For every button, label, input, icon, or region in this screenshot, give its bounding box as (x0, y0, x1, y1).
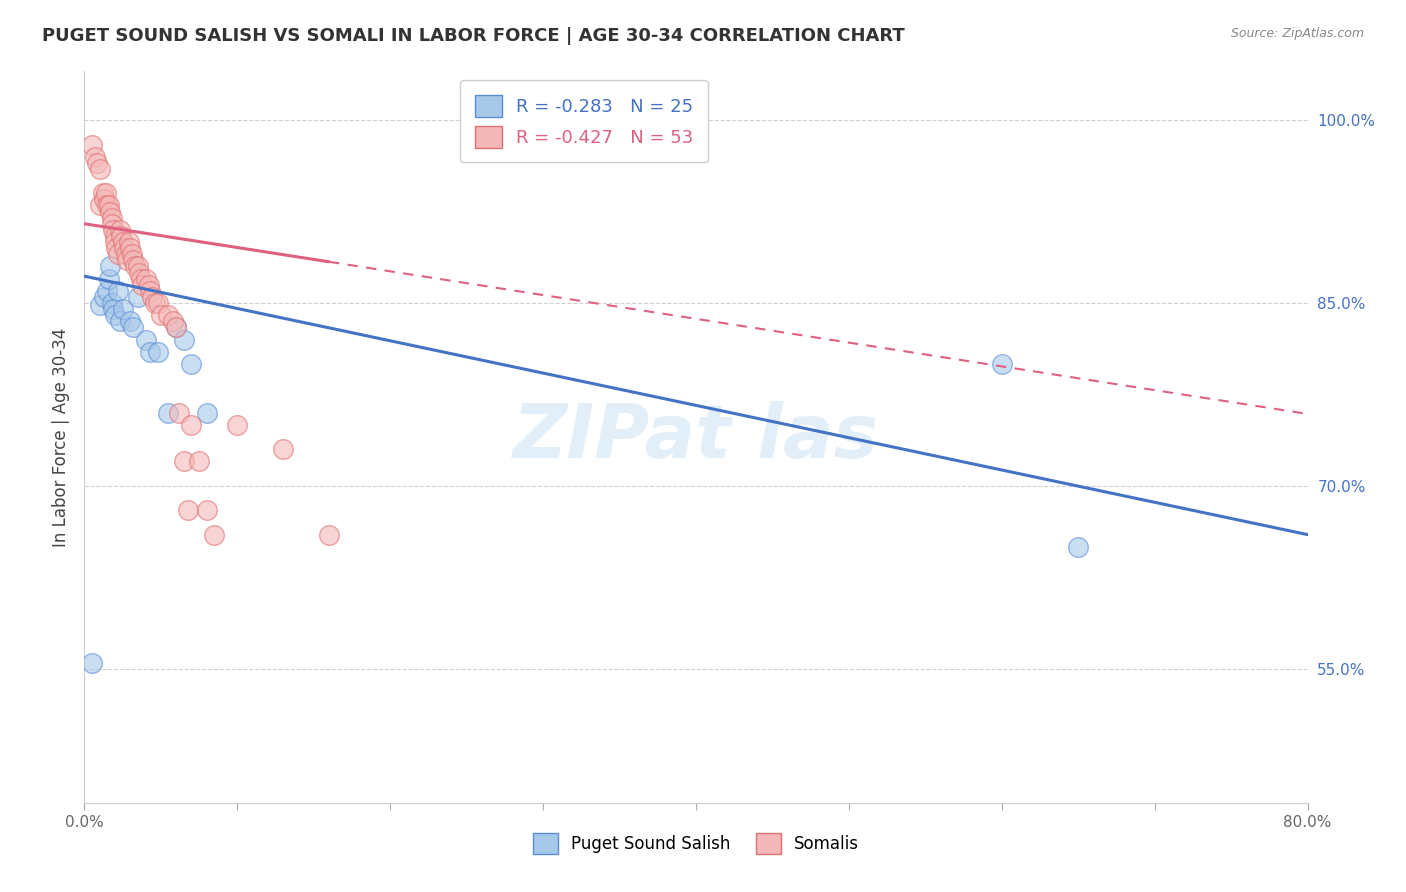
Point (129, 271, 152, 285)
Point (86, 155, 108, 169)
Point (146, 344, 169, 359)
Point (165, 320, 187, 334)
Point (101, 211, 124, 225)
Point (124, 260, 146, 274)
Point (98, 260, 121, 274)
Point (173, 454, 195, 468)
Point (111, 235, 134, 249)
Point (122, 320, 145, 334)
Point (318, 527, 340, 541)
Point (165, 320, 187, 334)
Point (93, 290, 115, 304)
Point (188, 454, 211, 468)
Point (89, 198, 111, 212)
Point (112, 241, 135, 255)
Point (146, 296, 169, 310)
Y-axis label: In Labor Force | Age 30-34: In Labor Force | Age 30-34 (52, 327, 70, 547)
Point (139, 284, 162, 298)
Point (96, 284, 118, 298)
Point (180, 417, 202, 432)
Point (115, 253, 138, 268)
Point (97, 271, 120, 285)
Point (110, 228, 132, 243)
Point (135, 333, 157, 347)
Point (104, 235, 127, 249)
Point (177, 503, 200, 517)
Point (1067, 540, 1090, 554)
Point (103, 301, 125, 317)
Point (98, 204, 121, 219)
Point (107, 247, 129, 261)
Point (122, 253, 145, 268)
Point (80, 656, 103, 670)
Point (80, 137, 103, 152)
Text: PUGET SOUND SALISH VS SOMALI IN LABOR FORCE | AGE 30-34 CORRELATION CHART: PUGET SOUND SALISH VS SOMALI IN LABOR FO… (42, 27, 905, 45)
Point (127, 290, 149, 304)
Point (149, 308, 172, 322)
Point (118, 235, 141, 249)
Point (107, 284, 129, 298)
Point (131, 277, 153, 292)
Point (104, 308, 127, 322)
Point (167, 406, 190, 420)
Point (991, 357, 1014, 371)
Point (93, 192, 115, 206)
Point (141, 290, 163, 304)
Point (103, 223, 125, 237)
Point (111, 301, 134, 317)
Point (173, 333, 195, 347)
Text: Source: ZipAtlas.com: Source: ZipAtlas.com (1230, 27, 1364, 40)
Point (157, 308, 180, 322)
Point (127, 260, 149, 274)
Point (89, 298, 111, 312)
Point (97, 198, 120, 212)
Point (138, 277, 160, 292)
Legend: Puget Sound Salish, Somalis: Puget Sound Salish, Somalis (526, 827, 866, 860)
Point (271, 442, 294, 457)
Point (105, 241, 128, 255)
Point (120, 241, 142, 255)
Point (135, 271, 157, 285)
Point (128, 265, 150, 279)
Point (195, 503, 218, 517)
Point (108, 223, 131, 237)
Point (162, 314, 184, 328)
Point (120, 314, 142, 328)
Point (226, 417, 249, 432)
Point (89, 161, 111, 176)
Point (143, 296, 166, 310)
Point (157, 406, 180, 420)
Point (94, 186, 117, 201)
Point (108, 314, 131, 328)
Point (104, 228, 127, 243)
Point (84, 150, 107, 164)
Point (121, 247, 143, 261)
Point (139, 344, 162, 359)
Point (101, 217, 124, 231)
Text: ZIPat las: ZIPat las (513, 401, 879, 474)
Point (101, 296, 124, 310)
Point (202, 527, 225, 541)
Point (91, 186, 114, 201)
Point (114, 247, 136, 261)
Point (96, 198, 118, 212)
Point (180, 357, 202, 371)
Point (195, 406, 218, 420)
